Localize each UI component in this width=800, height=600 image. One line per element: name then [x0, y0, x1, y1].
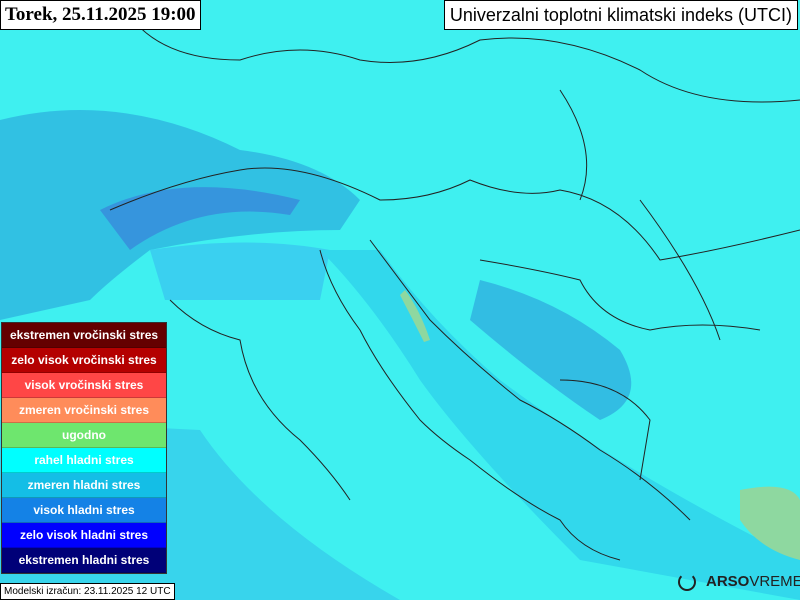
legend-item: zelo visok hladni stres — [2, 523, 166, 548]
alps-very-cold — [100, 187, 300, 250]
po-valley — [150, 242, 330, 300]
logo-bold: ARSO — [706, 573, 750, 590]
dinaric-cold — [470, 280, 632, 420]
legend-item: visok hladni stres — [2, 498, 166, 523]
croatian-coast-mild — [400, 290, 430, 342]
legend-item: zmeren hladni stres — [2, 473, 166, 498]
legend-item: zmeren vročinski stres — [2, 398, 166, 423]
borders — [109, 0, 800, 561]
adriatic-sea — [320, 250, 800, 600]
legend-item: ugodno — [2, 423, 166, 448]
model-run-label: Modelski izračun: 23.11.2025 12 UTC — [0, 583, 175, 600]
legend-item: ekstremen vročinski stres — [2, 323, 166, 348]
arso-vreme-logo: ARSOVREME — [706, 573, 800, 590]
greece-mild — [740, 486, 800, 560]
legend-item: zelo visok vročinski stres — [2, 348, 166, 373]
forecast-date-title: Torek, 25.11.2025 19:00 — [0, 0, 201, 30]
logo-light: VREME — [749, 573, 800, 590]
utci-legend: ekstremen vročinski stres zelo visok vroč… — [1, 322, 167, 574]
map-title: Univerzalni toplotni klimatski indeks (U… — [443, 0, 798, 30]
legend-item: ekstremen hladni stres — [2, 548, 166, 573]
sun-logo-icon — [678, 573, 696, 591]
legend-item: rahel hladni stres — [2, 448, 166, 473]
legend-item: visok vročinski stres — [2, 373, 166, 398]
